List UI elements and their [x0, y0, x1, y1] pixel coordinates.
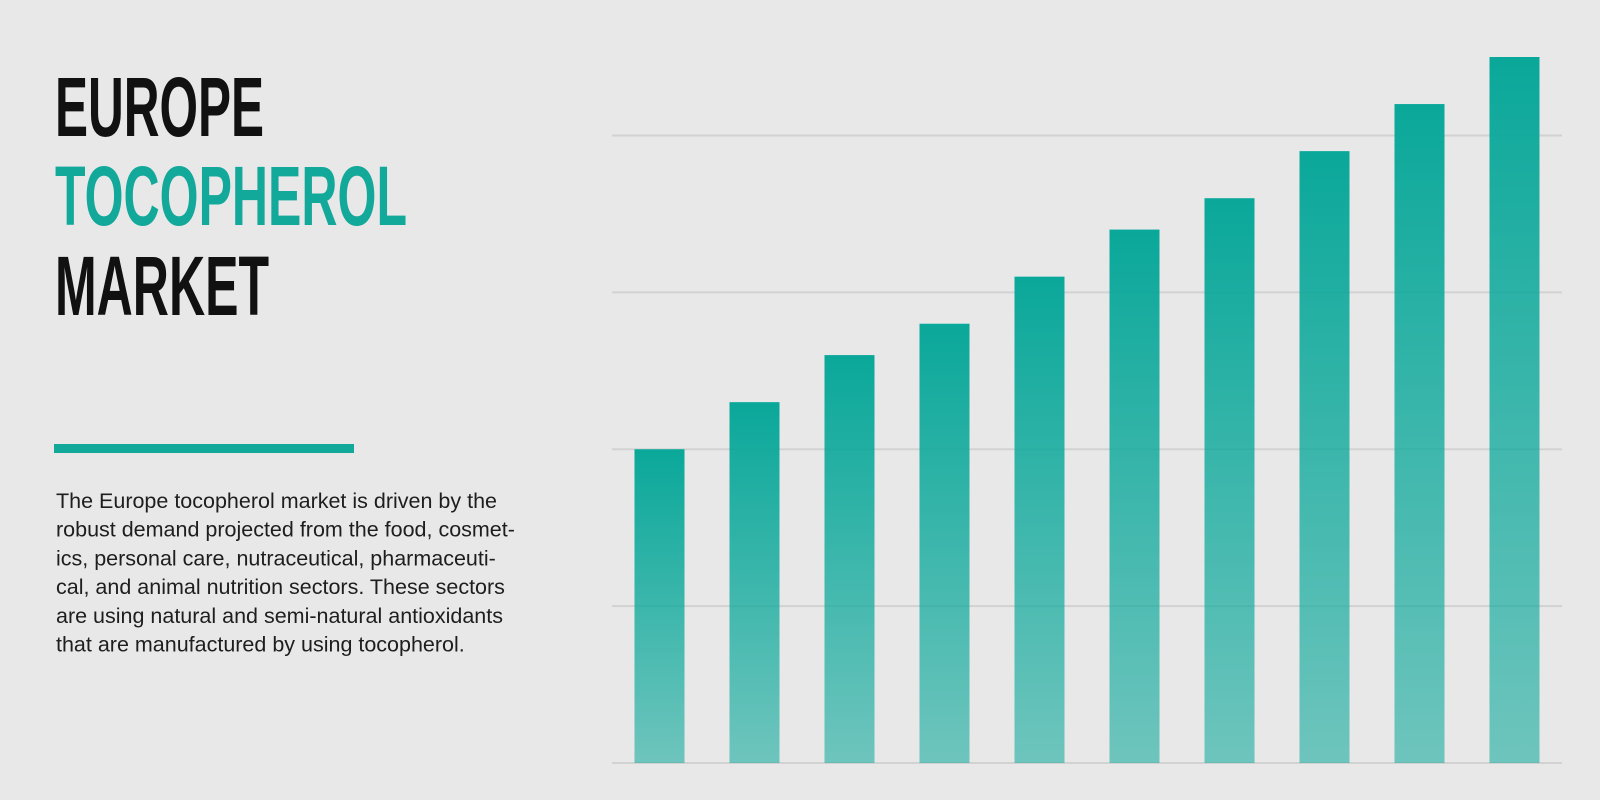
description-line: that are manufactured by using tocophero… [56, 633, 465, 657]
description-line: The Europe tocopherol market is driven b… [56, 489, 497, 513]
chart [612, 57, 1562, 764]
description-line: cal, and animal nutrition sectors. These… [56, 575, 505, 599]
description-line: are using natural and semi-natural antio… [56, 604, 503, 628]
bar [729, 402, 780, 763]
bar [1299, 151, 1350, 764]
description: The Europe tocopherol market is driven b… [56, 489, 515, 657]
bar [1394, 104, 1445, 764]
bar [1109, 229, 1160, 764]
bar [1014, 276, 1065, 763]
title-line: TOCOPHEROL [55, 149, 407, 243]
bar [1204, 198, 1255, 763]
title-line: EUROPE [55, 60, 264, 154]
bar [824, 355, 875, 763]
bar [1489, 57, 1540, 763]
description-line: ics, personal care, nutraceutical, pharm… [56, 546, 496, 570]
bar [634, 449, 685, 763]
title-line: MARKET [55, 239, 269, 333]
description-line: robust demand projected from the food, c… [56, 518, 515, 542]
accent-rule [54, 444, 354, 453]
bar [919, 323, 970, 763]
